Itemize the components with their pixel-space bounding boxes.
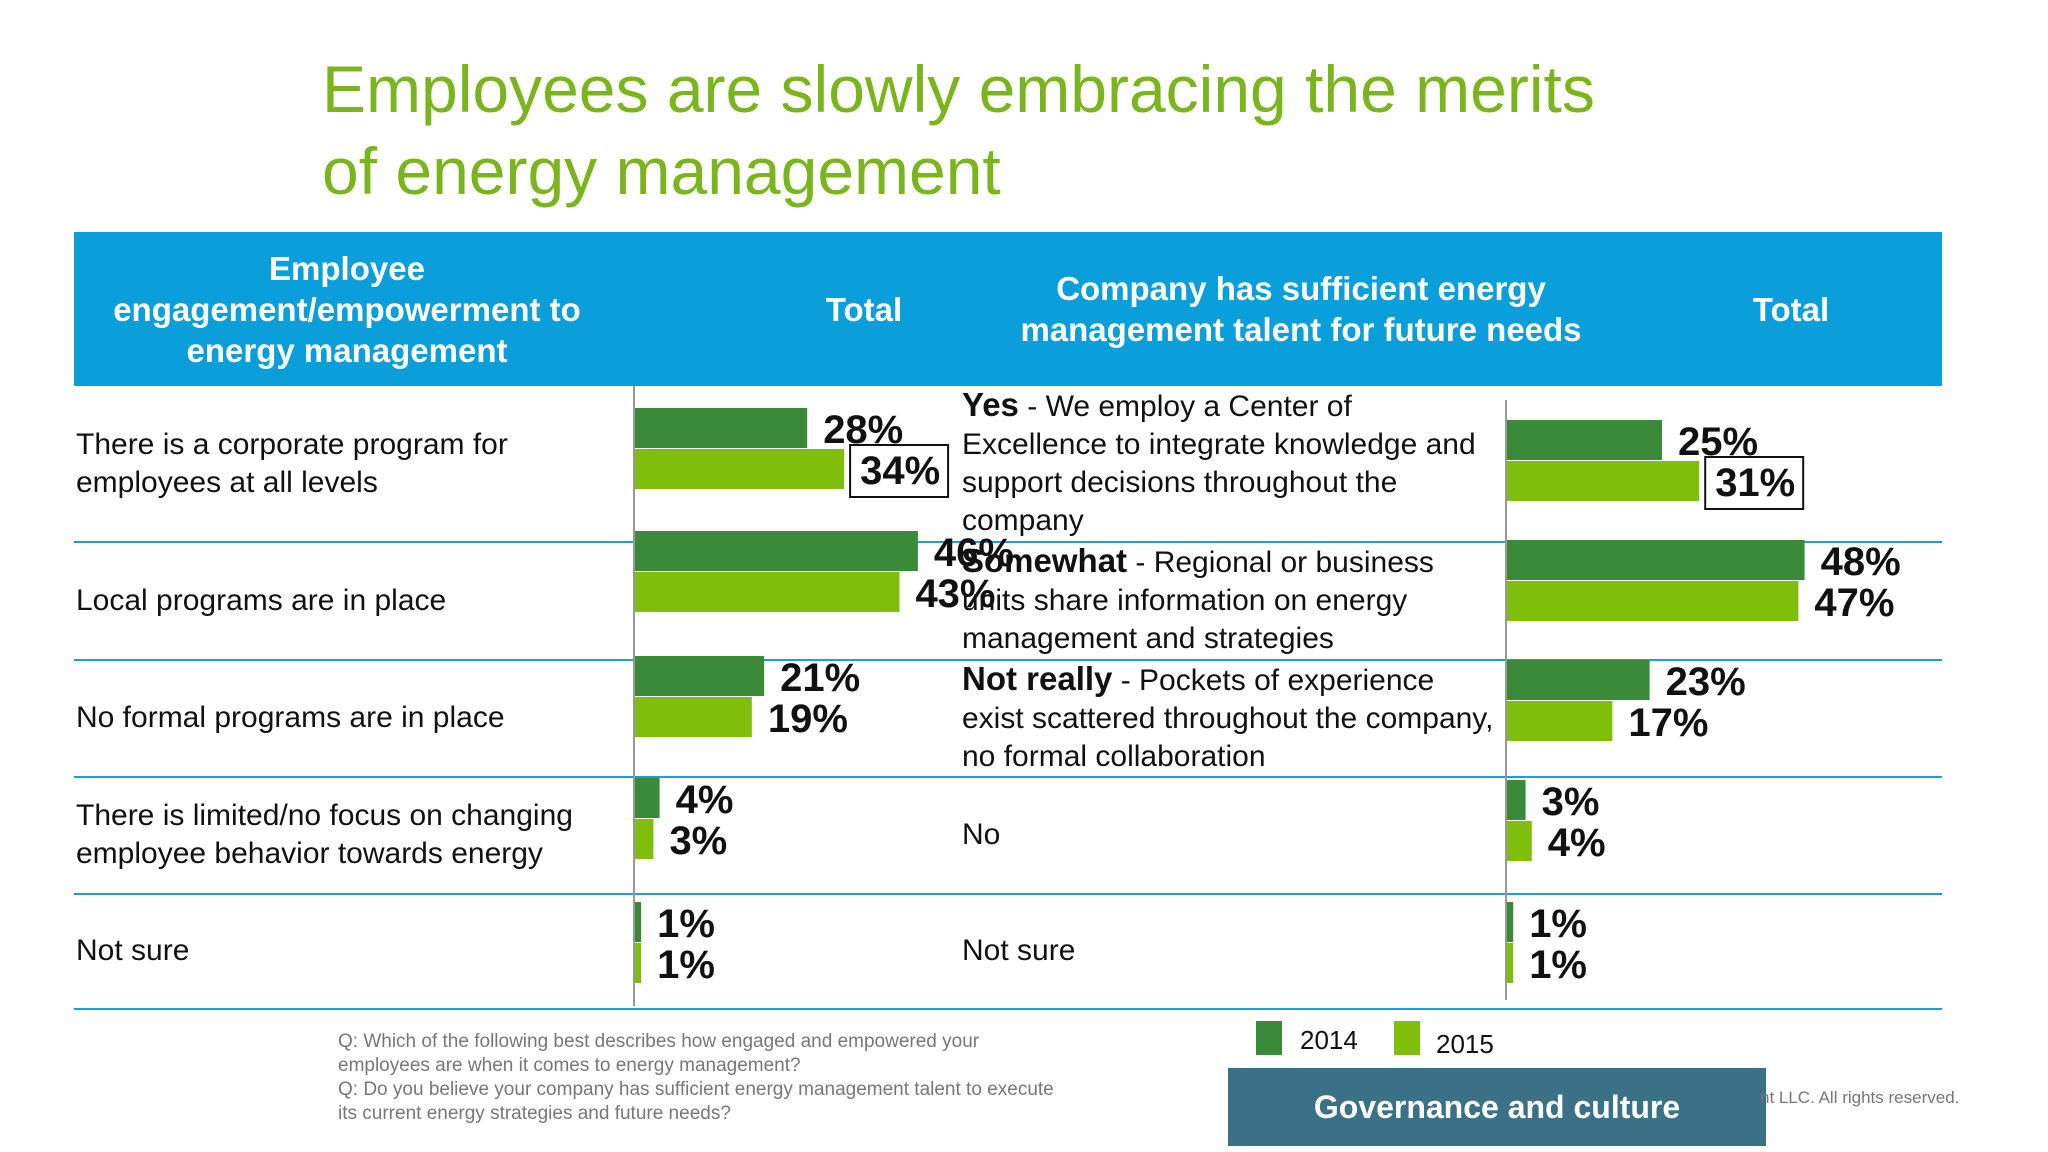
right-row-desc-4: No	[962, 818, 1001, 851]
right-row-lead-3: Not really	[962, 660, 1113, 697]
highlight-box-chart2	[1704, 456, 1805, 510]
title-line-1: Employees are slowly embracing the merit…	[322, 52, 1595, 126]
bar-chart2-2015-row3	[1507, 701, 1613, 741]
bar-chart2-2014-row2	[1507, 540, 1805, 580]
row-divider-3	[74, 776, 1942, 778]
legend-label-2015: 2015	[1436, 1029, 1494, 1059]
legend-swatch-2015	[1394, 1021, 1420, 1055]
value-label-chart2-2015-row3: 17%	[1628, 701, 1708, 745]
value-label-chart1-2014-row3: 21%	[780, 656, 860, 700]
row-divider-2	[74, 659, 1942, 661]
bar-chart2-2015-row4	[1507, 821, 1532, 861]
value-label-chart1-2014-row4: 4%	[676, 778, 734, 822]
header-total-left: Total	[825, 290, 903, 328]
footnote-q1: Q: Which of the following best describes…	[338, 1031, 980, 1076]
left-row-label-1: There is a corporate program for employe…	[76, 428, 508, 499]
section-badge: Governance and culture	[1228, 1068, 1766, 1146]
legend-swatch-2014	[1256, 1021, 1282, 1055]
value-label-chart1-2014-row5: 1%	[657, 902, 715, 946]
table-header: Employee engagement/empowerment to energ…	[74, 232, 1942, 386]
value-label-chart2-2015-row4: 4%	[1548, 821, 1606, 865]
bar-chart1-2014-row1	[635, 408, 808, 448]
bar-chart2-2014-row5	[1507, 902, 1514, 942]
value-label-chart2-2014-row4: 3%	[1542, 780, 1600, 824]
value-label-chart2-2015-row5: 1%	[1529, 943, 1587, 987]
right-row-label-5: Not sure	[962, 932, 1502, 970]
value-label-chart2-2015-row2: 47%	[1814, 581, 1894, 625]
row-divider-5	[74, 1008, 1942, 1010]
right-row-lead-1: Yes	[962, 386, 1019, 423]
footnote: Q: Which of the following best describes…	[338, 1030, 1058, 1126]
right-row-desc-2: - Regional or business units share infor…	[962, 546, 1434, 655]
right-row-desc-1: - We employ a Center of Excellence to in…	[962, 390, 1476, 537]
highlight-box-chart1	[849, 444, 950, 498]
bar-chart2-2014-row1	[1507, 420, 1662, 460]
bar-chart2-2015-row2	[1507, 581, 1799, 621]
bar-chart1-2014-row3	[635, 656, 765, 696]
bar-chart2-2015-row5	[1507, 943, 1514, 983]
bar-chart1-2014-row5	[635, 902, 642, 942]
value-label-chart1-2015-row2: 43%	[915, 572, 995, 616]
left-chart-axis	[633, 386, 635, 1006]
value-label-chart1-2015-row4: 3%	[669, 819, 727, 863]
page-title: Employees are slowly embracing the merit…	[322, 48, 1822, 212]
bar-chart2-2014-row4	[1507, 780, 1526, 820]
value-label-chart2-2014-row5: 1%	[1529, 902, 1587, 946]
header-talent: Company has sufficient energy management…	[1020, 270, 1582, 348]
right-row-label-2: Somewhat - Regional or business units sh…	[962, 542, 1502, 658]
right-chart-axis	[1505, 400, 1507, 1000]
bar-chart1-2015-row5	[635, 943, 642, 983]
bar-chart1-2014-row4	[635, 778, 660, 818]
value-label-chart2-2015-row1: 31%	[1715, 461, 1795, 505]
bar-chart2-2015-row1	[1507, 461, 1700, 501]
legend-label-2014: 2014	[1300, 1025, 1358, 1055]
row-divider-4	[74, 893, 1942, 895]
bar-chart1-2015-row1	[635, 449, 845, 489]
right-row-desc-5: Not sure	[962, 934, 1076, 967]
right-row-label-4: No	[962, 816, 1502, 854]
title-line-2: of energy management	[322, 134, 1001, 208]
copyright-text: nt LLC. All rights reserved.	[1760, 1088, 1960, 1107]
right-row-label-1: Yes - We employ a Center of Excellence t…	[962, 386, 1502, 540]
right-row-label-3: Not really - Pockets of experience exist…	[962, 660, 1502, 776]
bar-chart1-2014-row2	[635, 531, 918, 571]
header-total-right: Total	[1752, 290, 1830, 328]
left-row-label-5: Not sure	[76, 934, 190, 967]
bar-chart2-2014-row3	[1507, 660, 1650, 700]
left-row-label-3: No formal programs are in place	[76, 701, 505, 734]
value-label-chart1-2014-row2: 46%	[934, 531, 1014, 575]
header-engagement: Employee engagement/empowerment to energ…	[113, 249, 581, 369]
value-label-chart1-2015-row3: 19%	[768, 697, 848, 741]
value-label-chart1-2015-row1: 34%	[860, 449, 940, 493]
value-label-chart1-2015-row5: 1%	[657, 943, 715, 987]
right-row-lead-2: Somewhat	[962, 542, 1128, 579]
bar-chart1-2015-row3	[635, 697, 752, 737]
footnote-q2: Q: Do you believe your company has suffi…	[338, 1079, 1054, 1124]
value-label-chart2-2014-row2: 48%	[1821, 540, 1901, 584]
right-row-desc-3: - Pockets of experience exist scattered …	[962, 664, 1494, 773]
left-row-label-2: Local programs are in place	[76, 584, 447, 617]
bar-chart1-2015-row2	[635, 572, 900, 612]
bar-chart1-2015-row4	[635, 819, 654, 859]
left-row-label-4: There is limited/no focus on changing em…	[76, 799, 573, 870]
value-label-chart2-2014-row3: 23%	[1666, 660, 1746, 704]
row-divider-1	[74, 541, 1942, 543]
